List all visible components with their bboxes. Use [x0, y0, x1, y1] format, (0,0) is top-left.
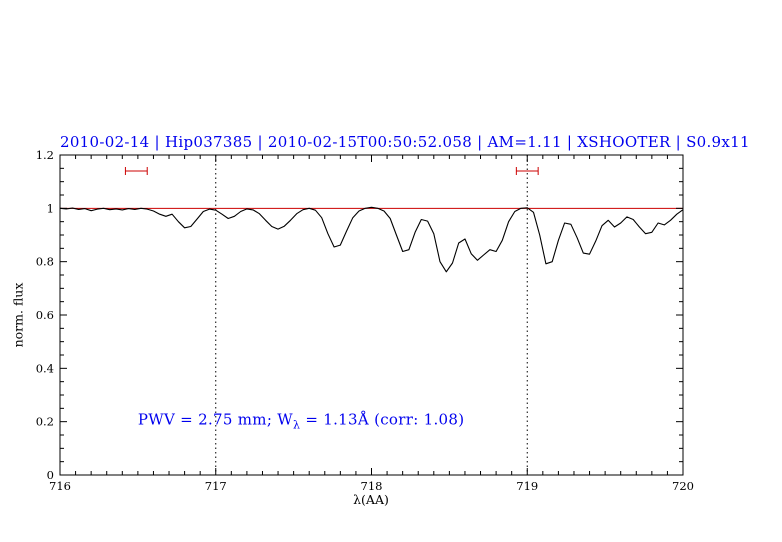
y-tick-label: 0.8: [36, 255, 54, 269]
spectrum-line: [59, 206, 684, 273]
y-tick-label: 0.6: [36, 308, 54, 322]
y-tick-label: 0.2: [36, 415, 54, 429]
x-tick-label: 718: [361, 479, 383, 493]
x-axis-label: λ(AA): [353, 492, 389, 507]
x-tick-label: 717: [205, 479, 227, 493]
x-tick-label: 716: [49, 479, 71, 493]
x-tick-label: 720: [672, 479, 694, 493]
pwv-annotation-prefix: PWV = 2.75 mm; W: [137, 410, 293, 429]
pwv-annotation: PWV = 2.75 mm; Wλ = 1.13Å (corr: 1.08): [138, 410, 465, 431]
plot-title: 2010-02-14 | Hip037385 | 2010-02-15T00:5…: [60, 133, 750, 151]
x-tick-label: 719: [516, 479, 538, 493]
pwv-annotation-suffix: = 1.13Å (corr: 1.08): [300, 410, 465, 429]
y-tick-label: 1.2: [36, 148, 54, 162]
y-tick-label: 1: [47, 201, 54, 215]
y-tick-label: 0.4: [36, 361, 54, 375]
y-tick-label: 0: [47, 468, 54, 482]
pwv-annotation-sub: λ: [292, 418, 301, 432]
